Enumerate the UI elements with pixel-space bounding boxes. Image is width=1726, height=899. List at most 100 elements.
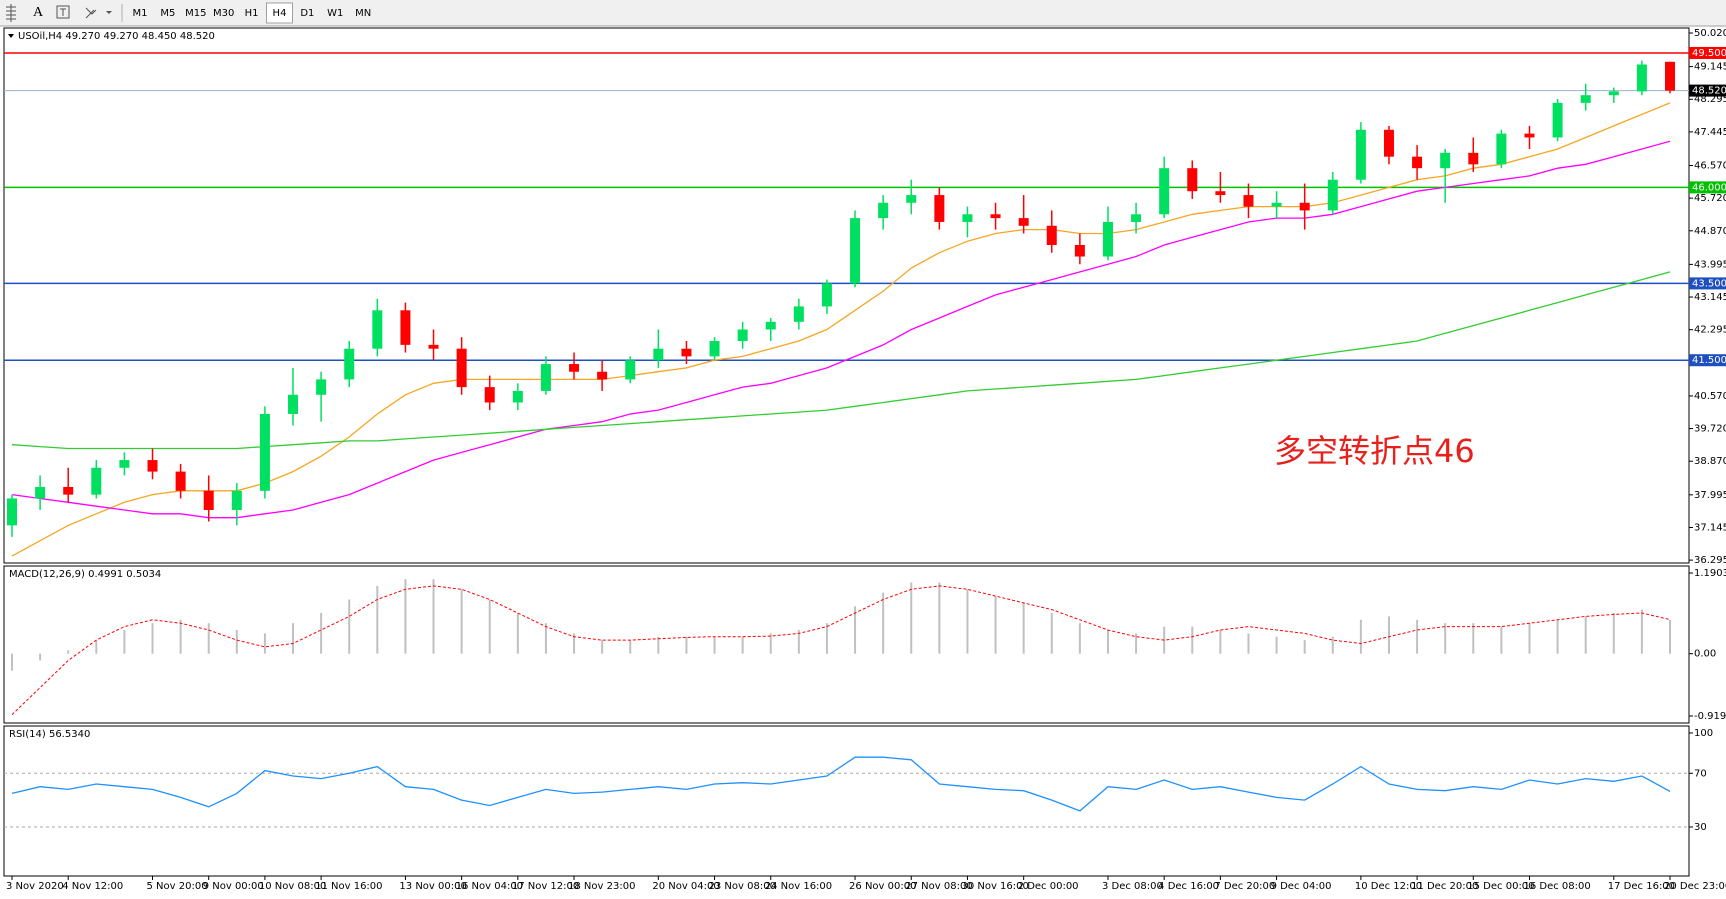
candle-body xyxy=(259,413,270,491)
candle-body xyxy=(569,364,580,372)
candle-body xyxy=(231,490,242,510)
candle-body xyxy=(1327,179,1338,211)
text-icon[interactable]: A xyxy=(33,5,44,20)
candle-body xyxy=(1665,61,1675,91)
candle-body xyxy=(91,467,102,495)
x-tick-label: 17 Dec 16:00 xyxy=(1608,881,1675,892)
x-tick-label: 4 Dec 16:00 xyxy=(1158,881,1219,892)
candle-body xyxy=(1608,91,1619,96)
x-tick-label: 20 Nov 04:00 xyxy=(652,881,719,892)
y-tick-label: 37.145 xyxy=(1694,522,1726,533)
y-tick-label: 30 xyxy=(1694,822,1707,833)
candle-body xyxy=(1102,221,1113,257)
indicator-line xyxy=(11,102,1671,557)
candle-body xyxy=(203,490,214,510)
timeframe-button[interactable]: W1 xyxy=(327,8,343,19)
timeframe-button[interactable]: MN xyxy=(355,8,371,19)
collapse-icon xyxy=(8,34,14,38)
candle-body xyxy=(793,306,804,322)
y-tick-label: 44.870 xyxy=(1694,226,1726,237)
candle-body xyxy=(175,471,186,491)
indicator-line xyxy=(11,756,1671,812)
x-tick-label: 17 Nov 12:00 xyxy=(512,881,579,892)
x-tick-label: 10 Dec 12:00 xyxy=(1355,881,1422,892)
candle-body xyxy=(934,195,945,222)
candle-body xyxy=(1131,214,1142,222)
candle-body xyxy=(1468,152,1479,165)
candle-body xyxy=(653,348,664,361)
candle-body xyxy=(1383,129,1394,157)
indicator-line xyxy=(11,585,1671,716)
candle-body xyxy=(597,371,608,380)
panel xyxy=(3,565,1690,724)
y-tick-label: 48.295 xyxy=(1694,94,1726,105)
label-icon-t xyxy=(60,8,66,16)
candle-body xyxy=(372,310,383,349)
candle-body xyxy=(1243,195,1254,207)
y-tick-label: 100 xyxy=(1694,728,1713,739)
x-tick-label: 16 Nov 04:00 xyxy=(456,881,523,892)
x-tick-label: 10 Nov 08:00 xyxy=(259,881,326,892)
timeframe-button[interactable]: M30 xyxy=(213,8,234,19)
candle-body xyxy=(1187,168,1198,192)
y-tick-label: 43.995 xyxy=(1694,259,1726,270)
candle-body xyxy=(119,460,130,468)
candle-body xyxy=(1159,168,1170,215)
y-tick-label: 38.870 xyxy=(1694,456,1726,467)
crosshair-icon[interactable] xyxy=(6,4,16,22)
x-tick-label: 9 Dec 04:00 xyxy=(1271,881,1332,892)
candle-body xyxy=(1440,152,1451,169)
x-tick-label: 11 Nov 16:00 xyxy=(315,881,382,892)
timeframe-button[interactable]: D1 xyxy=(300,8,314,19)
annotation: 多空转折点46 xyxy=(1274,432,1475,470)
candle-body xyxy=(681,348,692,357)
panel xyxy=(3,27,1690,564)
timeframe-button[interactable]: H4 xyxy=(273,8,287,19)
dropdown-icon[interactable] xyxy=(106,11,112,14)
candle-body xyxy=(35,486,46,499)
candle-body xyxy=(147,460,158,472)
y-tick-label: 37.995 xyxy=(1694,490,1726,501)
candle-body xyxy=(709,341,720,357)
y-tick-label: -0.9196 xyxy=(1694,711,1726,722)
panel-title: MACD(12,26,9) 0.4991 0.5034 xyxy=(9,569,161,580)
price-level-tag xyxy=(1689,181,1726,194)
timeframe-button[interactable]: M5 xyxy=(160,8,175,19)
candle-body xyxy=(456,348,467,388)
y-tick-label: 49.145 xyxy=(1694,62,1726,73)
candle-body xyxy=(1074,244,1085,257)
y-tick-label: 39.720 xyxy=(1694,424,1726,435)
y-tick-label: 42.295 xyxy=(1694,325,1726,336)
y-tick-label: 1.1903 xyxy=(1694,568,1726,579)
timeframe-button[interactable]: M1 xyxy=(133,8,148,19)
timeframe-button[interactable]: M15 xyxy=(185,8,206,19)
candle-body xyxy=(1412,156,1423,169)
candle-body xyxy=(906,195,917,203)
panel-title: RSI(14) 56.5340 xyxy=(9,729,90,740)
toolbar-icons[interactable]: A xyxy=(6,4,123,22)
x-tick-label: 23 Nov 08:00 xyxy=(709,881,776,892)
candle-body xyxy=(990,214,1001,219)
indicator-line xyxy=(11,140,1671,519)
x-tick-label: 11 Dec 20:00 xyxy=(1411,881,1478,892)
candle-body xyxy=(1355,129,1366,180)
x-tick-label: 24 Nov 16:00 xyxy=(765,881,832,892)
candle-body xyxy=(1524,133,1535,138)
label-icon[interactable] xyxy=(56,5,70,19)
toolbar xyxy=(0,0,1726,26)
candle-body xyxy=(1636,64,1647,92)
y-tick-label: 45.720 xyxy=(1694,193,1726,204)
y-tick-label: 43.145 xyxy=(1694,292,1726,303)
x-tick-label: 5 Nov 20:00 xyxy=(147,881,208,892)
timeframe-button[interactable]: H1 xyxy=(245,8,259,19)
shapes-icon[interactable] xyxy=(85,7,97,19)
x-tick-label: 3 Nov 2020 xyxy=(6,881,64,892)
x-tick-label: 15 Dec 00:00 xyxy=(1467,881,1534,892)
x-tick-label: 13 Nov 00:00 xyxy=(399,881,466,892)
candle-body xyxy=(428,344,439,349)
candle-body xyxy=(1496,133,1507,165)
indicator-line xyxy=(11,271,1671,450)
x-tick-label: 26 Nov 00:00 xyxy=(849,881,916,892)
